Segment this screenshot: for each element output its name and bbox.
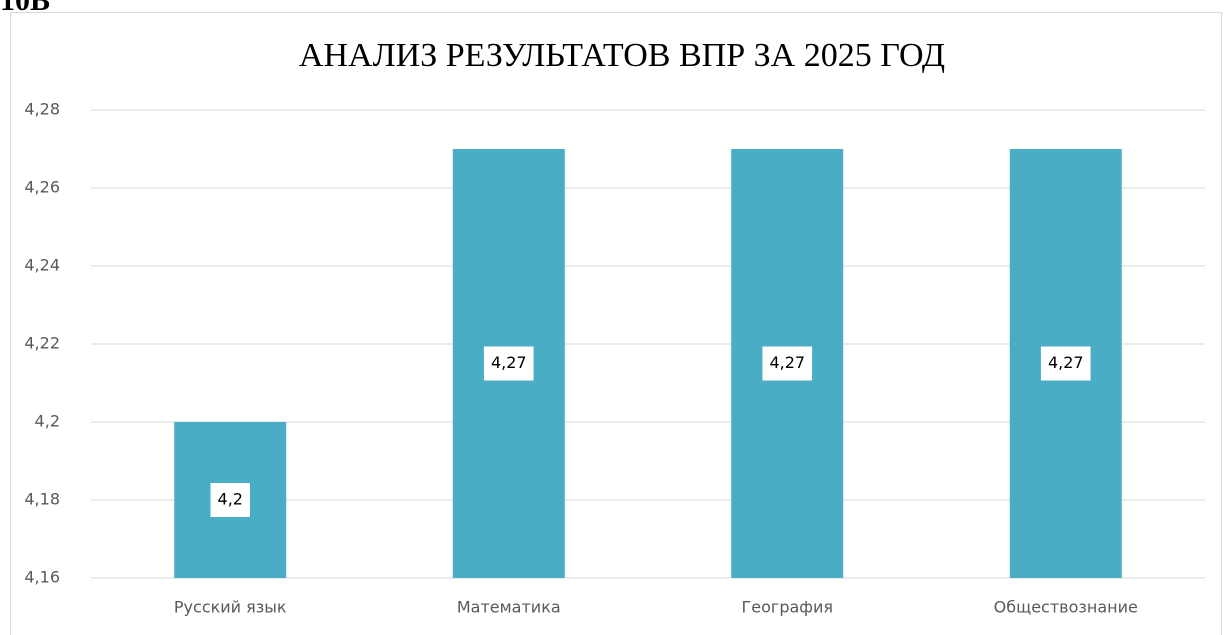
data-label-box — [1040, 346, 1091, 381]
y-tick-label: 4,28 — [24, 100, 60, 119]
data-label: 4,27 — [769, 353, 805, 372]
data-label-box — [210, 483, 250, 517]
y-tick-label: 4,18 — [24, 490, 60, 509]
y-tick-label: 4,2 — [35, 412, 60, 431]
data-label-box — [762, 346, 813, 381]
data-label: 4,27 — [1048, 353, 1084, 372]
data-label: 4,27 — [491, 353, 527, 372]
chart-border — [10, 12, 1222, 635]
x-tick-label: Обществознание — [994, 598, 1138, 617]
y-tick-label: 4,26 — [24, 178, 60, 197]
data-label-box — [483, 346, 534, 381]
y-tick-label: 4,16 — [24, 568, 60, 587]
chart-title: АНАЛИЗ РЕЗУЛЬТАТОВ ВПР ЗА 2025 ГОД — [299, 37, 945, 74]
y-tick-label: 4,24 — [24, 256, 60, 275]
y-tick-label: 4,22 — [24, 334, 60, 353]
x-tick-label: Математика — [457, 598, 561, 617]
x-tick-label: Русский язык — [174, 598, 287, 617]
x-tick-label: География — [742, 598, 833, 617]
data-label: 4,2 — [218, 490, 243, 509]
